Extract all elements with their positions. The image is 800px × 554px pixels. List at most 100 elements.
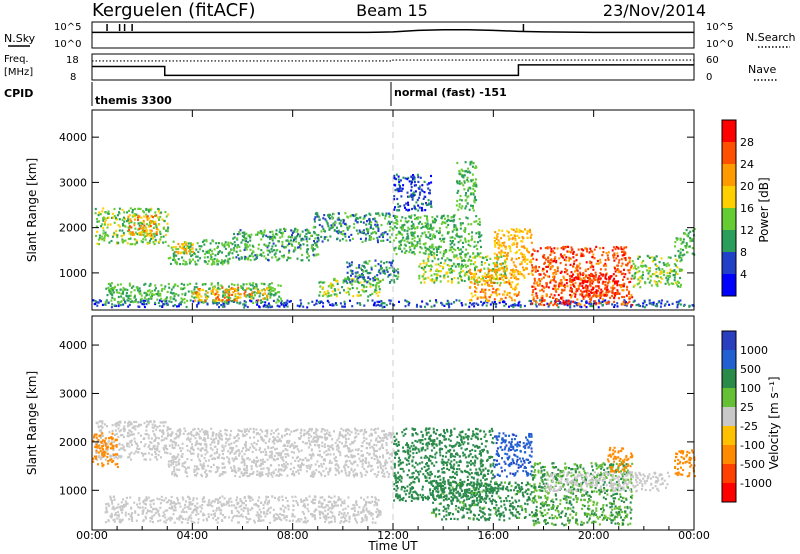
echo-cell — [431, 216, 434, 219]
echo-cell — [539, 247, 542, 250]
echo-cell — [679, 251, 682, 254]
echo-cell — [96, 304, 99, 307]
echo-cell — [98, 429, 101, 432]
echo-cell — [590, 288, 593, 291]
echo-cell — [517, 293, 520, 296]
echo-cell — [659, 281, 662, 284]
echo-cell — [141, 229, 144, 232]
echo-cell — [215, 450, 218, 454]
echo-cell — [591, 305, 594, 308]
echo-cell — [433, 252, 436, 255]
echo-cell — [641, 261, 643, 264]
echo-cell — [605, 252, 608, 255]
echo-cell — [617, 297, 620, 300]
echo-cell — [512, 242, 515, 245]
echo-cell — [366, 262, 369, 265]
echo-cell — [348, 278, 351, 281]
echo-cell — [133, 440, 136, 443]
echo-cell — [291, 244, 294, 247]
echo-cell — [591, 255, 594, 259]
echo-cell — [245, 248, 248, 251]
echo-cell — [118, 421, 120, 424]
echo-cell — [526, 258, 529, 261]
echo-cell — [386, 471, 389, 474]
echo-cell — [430, 253, 433, 257]
echo-cell — [490, 294, 493, 297]
echo-cell — [520, 240, 523, 243]
echo-cell — [511, 287, 514, 290]
echo-cell — [487, 284, 490, 287]
echo-cell — [419, 216, 422, 219]
echo-cell — [510, 304, 513, 307]
echo-cell — [193, 296, 196, 299]
echo-cell — [159, 215, 162, 219]
echo-cell — [183, 298, 186, 301]
echo-cell — [222, 302, 225, 305]
echo-cell — [584, 269, 587, 273]
echo-cell — [466, 217, 469, 220]
echo-cell — [217, 282, 219, 285]
echo-cell — [616, 289, 619, 292]
echo-cell — [580, 255, 582, 258]
echo-cell — [424, 242, 427, 245]
echo-cell — [234, 456, 237, 459]
echo-cell — [209, 257, 212, 261]
echo-cell — [614, 267, 616, 270]
echo-cell — [339, 239, 342, 242]
echo-cell — [167, 460, 170, 463]
echo-cell — [475, 215, 478, 218]
echo-cell — [321, 286, 324, 289]
echo-cell — [235, 445, 238, 448]
echo-cell — [631, 296, 634, 299]
echo-cell — [419, 191, 422, 194]
echo-cell — [112, 291, 115, 294]
echo-cell — [116, 234, 119, 237]
echo-cell — [656, 283, 659, 286]
echo-cell — [210, 437, 213, 440]
echo-cell — [265, 257, 267, 260]
echo-cell — [141, 303, 144, 306]
echo-cell — [631, 304, 634, 307]
echo-cell — [547, 286, 550, 289]
echo-cell — [533, 249, 536, 252]
echo-cell — [589, 260, 592, 263]
echo-cell — [298, 450, 301, 453]
echo-cell — [428, 202, 431, 205]
echo-cell — [251, 450, 254, 454]
echo-cell — [111, 454, 114, 457]
echo-cell — [403, 223, 406, 226]
echo-cell — [322, 305, 325, 308]
echo-cell — [589, 247, 592, 250]
echo-cell — [258, 306, 261, 309]
echo-cell — [638, 282, 640, 285]
echo-cell — [358, 294, 361, 297]
echo-cell — [110, 306, 113, 309]
echo-cell — [546, 302, 549, 305]
echo-cell — [147, 208, 150, 211]
echo-cell — [265, 244, 268, 248]
echo-cell — [368, 260, 371, 263]
echo-cell — [550, 293, 553, 296]
echo-cell — [310, 464, 313, 467]
echo-cell — [443, 250, 446, 253]
echo-cell — [198, 298, 201, 301]
echo-cell — [502, 251, 505, 254]
echo-cell — [107, 216, 110, 219]
echo-cell — [509, 247, 512, 250]
echo-cell — [622, 272, 625, 275]
echo-cell — [487, 275, 490, 278]
echo-cell — [310, 457, 313, 460]
echo-cell — [524, 268, 527, 271]
echo-cell — [261, 471, 264, 474]
echo-cell — [634, 266, 636, 269]
echo-cell — [223, 245, 226, 248]
echo-cell — [492, 277, 495, 281]
echo-cell — [676, 238, 679, 241]
echo-cell — [95, 234, 97, 237]
echo-cell — [612, 256, 615, 259]
echo-cell — [257, 247, 260, 250]
echo-cell — [329, 284, 332, 287]
echo-cell — [494, 264, 497, 267]
echo-cell — [601, 254, 604, 257]
echo-cell — [134, 425, 137, 428]
